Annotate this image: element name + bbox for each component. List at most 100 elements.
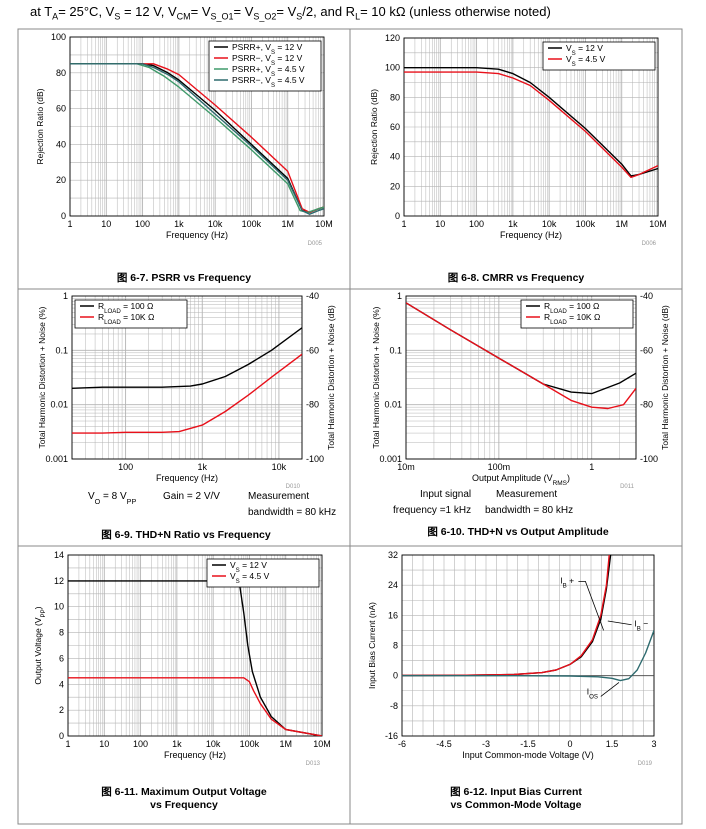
x-tick-label: -3	[482, 739, 490, 749]
x-tick-label: 1	[65, 739, 70, 749]
legend-box	[520, 299, 634, 329]
header-subscript: CM	[176, 11, 191, 22]
series-line-0	[404, 66, 658, 177]
legend-box	[208, 40, 322, 92]
legend-entry: RLOAD = 100 Ω	[98, 301, 153, 315]
legend-entry: RLOAD = 10K Ω	[544, 312, 600, 326]
legend-entry: PSRR+, VS = 4.5 V	[232, 64, 305, 78]
note-text: VO = 8 VPP	[88, 491, 136, 506]
x-tick-label: 100	[135, 219, 150, 229]
x-tick-label: 100m	[488, 462, 511, 472]
y-tick-label: 60	[390, 122, 400, 132]
figure-code: D005	[308, 241, 323, 247]
y-tick-label: 0.001	[379, 454, 402, 464]
x-tick-label: 10	[435, 219, 445, 229]
legend-entry: VS = 4.5 V	[230, 571, 270, 585]
header-text: = V	[190, 4, 211, 19]
x-tick-label: 10k	[208, 219, 223, 229]
x-tick-label: 10M	[649, 219, 667, 229]
panel-frame	[349, 545, 683, 825]
y-tick-label: 40	[390, 152, 400, 162]
x-tick-label: 10M	[315, 219, 333, 229]
legend-entry: VS = 4.5 V	[566, 54, 606, 68]
x-tick-label: 1	[67, 219, 72, 229]
chart-thdn-amp: 10m 100m 1 0.001 0.01 0.1 1 -100 -80 -60 -40 Output…	[371, 291, 670, 538]
y-tick-label: 24	[388, 580, 398, 590]
y-tick-label: 0.1	[389, 345, 402, 355]
y-axis-label: Rejection Ratio (dB)	[35, 88, 45, 164]
y-tick-label: 20	[56, 175, 66, 185]
header-subscript: S_O1	[210, 11, 234, 22]
figure-caption: 图 6-12. Input Bias Current	[450, 786, 582, 798]
y-tick-label: -8	[390, 701, 398, 711]
legend-entry: PSRR−, VS = 4.5 V	[232, 75, 305, 89]
x-axis-label: Input Common-mode Voltage (V)	[462, 750, 594, 760]
y-axis-label: Output Voltage (VPP)	[33, 606, 47, 684]
figure-caption: vs Frequency	[150, 799, 218, 811]
note-text: Input signal	[420, 489, 471, 500]
series-line-3	[70, 63, 324, 215]
figure-caption: 图 6-10. THD+N vs Output Amplitude	[427, 526, 608, 538]
annotation-ib-plus: IB +	[560, 575, 574, 589]
annotation-arrow	[600, 682, 620, 697]
y-axis-label: Rejection Ratio (dB)	[369, 89, 379, 165]
x-axis-label: Frequency (Hz)	[156, 473, 218, 483]
y-tick-label: 20	[390, 181, 400, 191]
y2-tick-label: -100	[306, 454, 324, 464]
legend-box	[74, 299, 188, 329]
figure-code: D013	[306, 761, 321, 767]
annotation-ib-minus: IB −	[634, 619, 648, 633]
annotation-arrow	[578, 580, 604, 631]
x-tick-label: 1k	[197, 462, 207, 472]
x-axis-label: Frequency (Hz)	[166, 230, 228, 240]
series-line-1	[402, 555, 610, 677]
figure-caption: 图 6-9. THD+N Ratio vs Frequency	[101, 529, 271, 541]
x-tick-label: 1M	[281, 219, 294, 229]
figure-caption: 图 6-7. PSRR vs Frequency	[117, 272, 251, 284]
y-axis-label: Input Bias Current (nA)	[367, 602, 377, 689]
series-line-1	[68, 677, 322, 736]
series-line-1	[406, 302, 636, 410]
y-axis-label: Total Harmonic Distortion + Noise (%)	[371, 306, 381, 448]
y-tick-label: 0	[61, 211, 66, 221]
y2-tick-label: -40	[306, 291, 319, 301]
grid	[401, 554, 655, 737]
x-tick-label: 100k	[240, 739, 260, 749]
x-tick-label: -6	[398, 739, 406, 749]
legend-box	[206, 558, 320, 588]
x-axis-label: Frequency (Hz)	[164, 750, 226, 760]
chart-thdn-freq: 100 1k 10k 0.001 0.01 0.1 1 -100 -80 -60 -40 Freque…	[37, 291, 336, 541]
series-group	[402, 555, 654, 682]
y-tick-label: 4	[59, 679, 64, 689]
y2-axis-label: Total Harmonic Distortion + Noise (dB)	[660, 305, 670, 450]
x-tick-label: 10	[99, 739, 109, 749]
legend: VS = 12 VVS = 4.5 V	[206, 558, 320, 588]
y-tick-label: 0	[59, 731, 64, 741]
note-text: Measurement	[248, 491, 309, 502]
y2-tick-label: -40	[640, 291, 653, 301]
plot-border	[405, 295, 637, 460]
header-text: = V	[276, 4, 297, 19]
legend-entry: VS = 12 V	[230, 560, 267, 574]
y-tick-label: 0.01	[384, 400, 402, 410]
x-tick-label: 1	[589, 462, 594, 472]
plot-border	[401, 554, 655, 737]
y2-axis-label: Total Harmonic Distortion + Noise (dB)	[326, 305, 336, 450]
note-text: bandwidth = 80 kHz	[485, 505, 573, 516]
x-tick-label: 10m	[397, 462, 415, 472]
y-tick-label: 32	[388, 550, 398, 560]
header-text: = V	[233, 4, 254, 19]
header-subscript: A	[52, 11, 59, 22]
chart-max-out: 1 10 100 1k 10k 100k 1M 10M 0 2 4 6 8 10 12 14 Frequency…	[33, 550, 331, 811]
y-tick-label: 60	[56, 104, 66, 114]
y-tick-label: 120	[385, 33, 400, 43]
plot-border	[67, 554, 323, 737]
header-text: at T	[30, 4, 53, 19]
figure-code: D011	[620, 484, 635, 490]
figure-caption: 图 6-8. CMRR vs Frequency	[448, 272, 585, 284]
legend-entry: VS = 12 V	[566, 43, 603, 57]
y-tick-label: 8	[59, 628, 64, 638]
annotation-arrow	[607, 620, 632, 626]
